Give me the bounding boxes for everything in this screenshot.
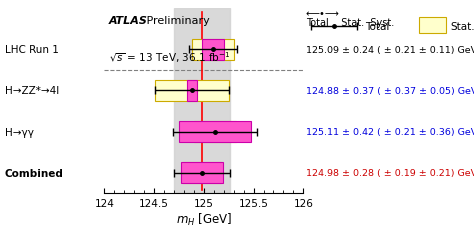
Bar: [179, 121, 251, 143]
Text: ⟵•⟶: ⟵•⟶: [306, 10, 339, 20]
Bar: [419, 18, 447, 34]
Bar: [181, 162, 223, 184]
Text: 124.88 ± 0.37 ( ± 0.37 ± 0.05) GeV: 124.88 ± 0.37 ( ± 0.37 ± 0.05) GeV: [306, 87, 474, 95]
Bar: [194, 121, 236, 143]
Text: Preliminary: Preliminary: [143, 16, 210, 26]
Text: Combined: Combined: [5, 168, 64, 178]
Text: $\sqrt{s}$ = 13 TeV, 36.1 fb$^{-1}$: $\sqrt{s}$ = 13 TeV, 36.1 fb$^{-1}$: [109, 50, 231, 64]
Text: LHC Run 1: LHC Run 1: [5, 45, 59, 55]
Text: Stat.: Stat.: [450, 22, 474, 32]
Text: Total    Stat.  Syst.: Total Stat. Syst.: [306, 18, 394, 28]
Text: H→ZZ*→4l: H→ZZ*→4l: [5, 86, 59, 96]
Bar: [183, 162, 221, 184]
X-axis label: $m_H$ [GeV]: $m_H$ [GeV]: [176, 211, 232, 225]
Bar: [202, 39, 224, 61]
Text: 125.11 ± 0.42 ( ± 0.21 ± 0.36) GeV: 125.11 ± 0.42 ( ± 0.21 ± 0.36) GeV: [306, 128, 474, 137]
Bar: [174, 9, 230, 194]
Text: H→γγ: H→γγ: [5, 127, 34, 137]
Bar: [192, 39, 234, 61]
Text: Total: Total: [365, 22, 389, 32]
Text: 125.09 ± 0.24 ( ± 0.21 ± 0.11) GeV: 125.09 ± 0.24 ( ± 0.21 ± 0.11) GeV: [306, 45, 474, 54]
Text: 124.98 ± 0.28 ( ± 0.19 ± 0.21) GeV: 124.98 ± 0.28 ( ± 0.19 ± 0.21) GeV: [306, 169, 474, 178]
Bar: [155, 80, 228, 102]
Bar: [187, 80, 197, 102]
Text: ATLAS: ATLAS: [109, 16, 148, 26]
